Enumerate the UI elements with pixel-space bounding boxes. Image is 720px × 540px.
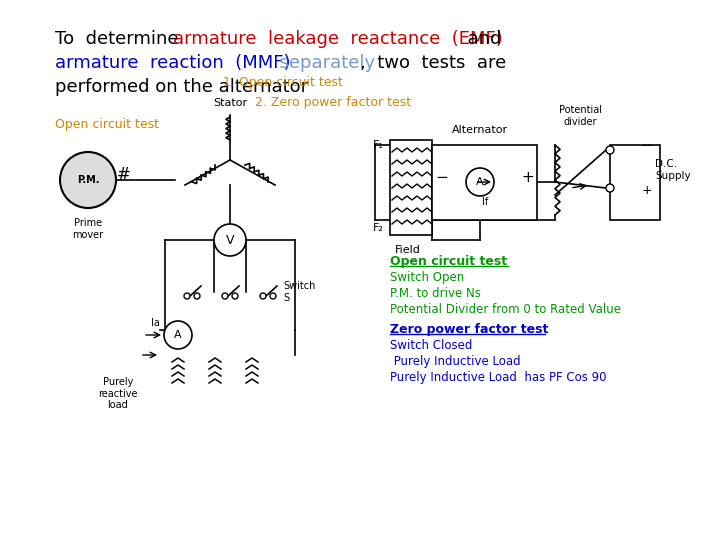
Text: A: A [174, 330, 182, 340]
Text: F₂: F₂ [372, 223, 384, 233]
Circle shape [466, 168, 494, 196]
Text: Potential Divider from 0 to Rated Value: Potential Divider from 0 to Rated Value [390, 303, 621, 316]
Text: +: + [521, 170, 534, 185]
Circle shape [270, 293, 276, 299]
Text: Alternator: Alternator [452, 125, 508, 135]
Text: #: # [117, 166, 131, 184]
Text: 1. Open circuit test: 1. Open circuit test [223, 76, 343, 89]
Text: If: If [482, 197, 488, 207]
Circle shape [194, 293, 200, 299]
Text: Purely Inductive Load  has PF Cos 90: Purely Inductive Load has PF Cos 90 [390, 371, 606, 384]
Text: Open circuit test: Open circuit test [390, 255, 507, 268]
Circle shape [260, 293, 266, 299]
Circle shape [214, 224, 246, 256]
Circle shape [222, 293, 228, 299]
Text: and: and [456, 30, 501, 48]
Text: Potential
divider: Potential divider [559, 105, 601, 127]
Text: Stator: Stator [213, 98, 247, 108]
Text: performed on the alternator: performed on the alternator [55, 78, 308, 96]
Circle shape [606, 146, 614, 154]
Text: armature  leakage  reactance  (EMF): armature leakage reactance (EMF) [173, 30, 503, 48]
Text: Prime
mover: Prime mover [73, 218, 104, 240]
Text: P.M.: P.M. [77, 175, 99, 185]
Text: armature  reaction  (MMF): armature reaction (MMF) [55, 54, 290, 72]
Text: Switch Open: Switch Open [390, 271, 464, 284]
Text: P.M. to drive Ns: P.M. to drive Ns [390, 287, 481, 300]
Text: 2. Zero power factor test: 2. Zero power factor test [255, 96, 411, 109]
Circle shape [232, 293, 238, 299]
Text: To  determine: To determine [55, 30, 190, 48]
Text: V: V [226, 233, 234, 246]
Circle shape [606, 184, 614, 192]
Text: A: A [476, 177, 484, 187]
Bar [610, 145, 660, 220]
Text: −: − [436, 170, 449, 185]
Text: Purely Inductive Load: Purely Inductive Load [390, 355, 521, 368]
Circle shape [184, 293, 190, 299]
Text: Open circuit test: Open circuit test [55, 118, 159, 131]
Text: Purely
reactive
load: Purely reactive load [98, 377, 138, 410]
Text: +: + [642, 184, 652, 197]
Text: Zero power factor test: Zero power factor test [390, 323, 549, 336]
Bar [390, 140, 432, 235]
Text: Switch Closed: Switch Closed [390, 339, 472, 352]
Text: Switch
S: Switch S [283, 281, 315, 303]
Text: −: − [641, 138, 653, 152]
Text: ,  two  tests  are: , two tests are [360, 54, 506, 72]
Circle shape [60, 152, 116, 208]
Circle shape [164, 321, 192, 349]
Text: Field: Field [395, 245, 421, 255]
Text: Ia: Ia [151, 318, 160, 328]
Bar [432, 145, 537, 220]
Text: F₁: F₁ [372, 140, 384, 150]
Text: D.C.
Supply: D.C. Supply [655, 159, 690, 181]
Text: separately: separately [268, 54, 375, 72]
